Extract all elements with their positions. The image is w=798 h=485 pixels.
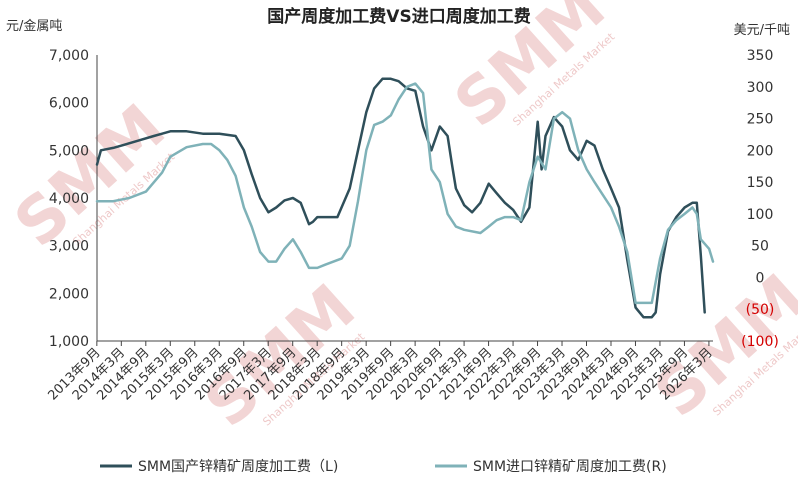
y-right-tick-label: 0 bbox=[756, 270, 765, 286]
y-left-tick-label: 6,000 bbox=[49, 96, 89, 112]
y-right-tick-label: 250 bbox=[747, 112, 774, 128]
y-left-tick-label: 4,000 bbox=[49, 191, 89, 207]
y-right-axis: (100) (50) 0 50 100 150 200 250 300 350 bbox=[741, 48, 779, 350]
y-left-tick-label: 2,000 bbox=[49, 286, 89, 302]
legend-label-import: SMM进口锌精矿周度加工费(R) bbox=[473, 459, 667, 475]
y-right-tick-label: (50) bbox=[746, 302, 775, 318]
y-left-tick-label: 3,000 bbox=[49, 239, 89, 255]
y-left-axis: 1,000 2,000 3,000 4,000 5,000 6,000 7,000 bbox=[49, 48, 89, 350]
y-right-tick-label: 50 bbox=[751, 239, 769, 255]
y-right-tick-label: (100) bbox=[741, 334, 779, 350]
series-line-import bbox=[95, 82, 715, 305]
y-right-tick-label: 150 bbox=[747, 175, 774, 191]
y-right-unit-label: 美元/千吨 bbox=[734, 23, 790, 38]
y-right-tick-label: 350 bbox=[747, 48, 774, 64]
y-right-tick-label: 100 bbox=[747, 207, 774, 223]
y-left-tick-label: 1,000 bbox=[49, 334, 89, 350]
y-left-tick-label: 7,000 bbox=[49, 48, 89, 64]
y-right-tick-label: 200 bbox=[747, 143, 774, 159]
series-lines bbox=[95, 77, 715, 319]
x-axis: 2013年9月2014年3月2014年9月2015年3月2015年9月2016年… bbox=[45, 341, 716, 403]
series-line-domestic bbox=[95, 77, 706, 319]
y-left-unit-label: 元/金属吨 bbox=[6, 18, 62, 34]
legend: SMM国产锌精矿周度加工费（L) SMM进口锌精矿周度加工费(R) bbox=[100, 459, 667, 475]
y-right-tick-label: 300 bbox=[747, 80, 774, 96]
chart-title: 国产周度加工费VS进口周度加工费 bbox=[267, 6, 530, 27]
legend-label-domestic: SMM国产锌精矿周度加工费（L) bbox=[138, 459, 338, 475]
y-left-tick-label: 5,000 bbox=[49, 143, 89, 159]
